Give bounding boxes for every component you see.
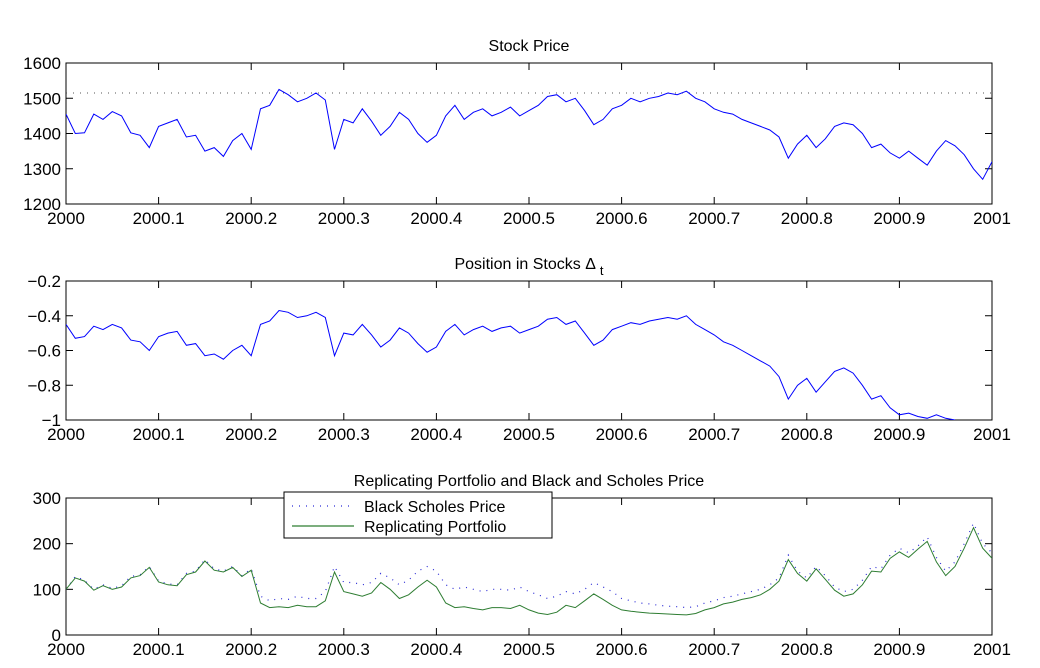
x-tick-label: 2000.5	[503, 425, 555, 444]
axes-box	[65, 62, 993, 205]
x-tick-label: 2000.2	[225, 425, 277, 444]
series-line-2	[66, 526, 992, 616]
x-tick-label: 2000.4	[410, 425, 462, 444]
axes-box	[65, 280, 993, 421]
x-tick-label: 2001	[973, 425, 1011, 444]
legend-label: Black Scholes Price	[364, 499, 505, 516]
x-tick-label: 2000.3	[318, 209, 370, 228]
chart-title: Stock Price	[489, 38, 570, 55]
x-tick-label: 2000	[47, 640, 85, 659]
y-tick-label: −0.8	[27, 376, 61, 395]
legend-box	[283, 491, 553, 539]
y-tick-label: 200	[33, 535, 61, 554]
y-tick-label: −0.6	[27, 342, 61, 361]
x-tick-label: 2000.1	[133, 425, 185, 444]
x-tick-label: 2000	[47, 425, 85, 444]
y-tick-label: −1	[42, 411, 61, 430]
x-tick-label: 2000.9	[873, 640, 925, 659]
x-tick-label: 2001	[973, 640, 1011, 659]
x-tick-label: 2000.1	[133, 209, 185, 228]
x-tick-label: 2000.4	[410, 209, 462, 228]
x-tick-label: 2000.6	[596, 425, 648, 444]
x-tick-label: 2001	[973, 209, 1011, 228]
x-tick-label: 2000.2	[225, 640, 277, 659]
y-tick-label: −0.2	[27, 272, 61, 291]
x-tick-label: 2000.5	[503, 209, 555, 228]
series-line-1	[66, 88, 992, 181]
x-tick-label: 2000.8	[781, 640, 833, 659]
chart-title: Replicating Portfolio and Black and Scho…	[354, 473, 705, 490]
x-tick-label: 2000.6	[596, 209, 648, 228]
y-tick-label: 300	[33, 489, 61, 508]
y-tick-label: 1300	[23, 160, 61, 179]
x-tick-label: 2000.9	[873, 425, 925, 444]
panel-1: Stock Price 2000 2000.1 2000.2 2000.3 2000.4 2…	[23, 38, 1011, 228]
x-tick-label: 2000.1	[133, 640, 185, 659]
y-tick-label: 1200	[23, 195, 61, 214]
legend-label: Replicating Portfolio	[364, 519, 506, 536]
x-tick-label: 2000.7	[688, 640, 740, 659]
x-tick-label: 2000.5	[503, 640, 555, 659]
series-line-1	[66, 309, 956, 420]
x-tick-label: 2000.2	[225, 209, 277, 228]
legend: Black Scholes Price Replicating Portfolio	[283, 491, 553, 539]
panel-3: Replicating Portfolio and Black and Scho…	[33, 473, 1011, 659]
x-tick-label: 2000.4	[410, 640, 462, 659]
x-tick-label: 2000.6	[596, 640, 648, 659]
y-tick-label: 0	[52, 626, 61, 645]
x-tick-label: 2000.3	[318, 425, 370, 444]
x-tick-label: 2000.9	[873, 209, 925, 228]
y-tick-label: 100	[33, 580, 61, 599]
x-tick-label: 2000	[47, 209, 85, 228]
y-tick-label: 1600	[23, 54, 61, 73]
y-tick-label: 1500	[23, 89, 61, 108]
x-tick-label: 2000.7	[688, 425, 740, 444]
x-tick-label: 2000.8	[781, 425, 833, 444]
title-subscript: t	[600, 263, 604, 278]
y-tick-label: 1400	[23, 125, 61, 144]
x-tick-label: 2000.7	[688, 209, 740, 228]
y-tick-label: −0.4	[27, 307, 61, 326]
x-tick-label: 2000.8	[781, 209, 833, 228]
x-tick-label: 2000.3	[318, 640, 370, 659]
